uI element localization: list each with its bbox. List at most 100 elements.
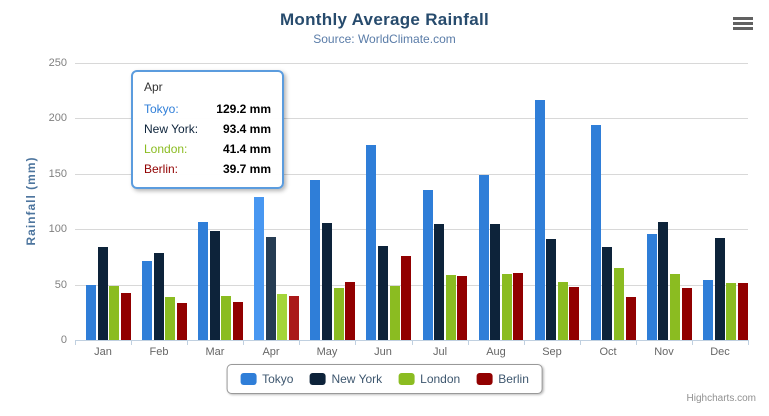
axis-tick xyxy=(468,340,469,345)
axis-tick xyxy=(131,340,132,345)
bar[interactable] xyxy=(479,175,489,340)
y-axis-label: 100 xyxy=(48,223,67,235)
bar[interactable] xyxy=(401,256,411,340)
bar[interactable] xyxy=(98,247,108,340)
tooltip-series-label: London: xyxy=(144,142,188,156)
bar[interactable] xyxy=(658,222,668,340)
x-axis-label: Dec xyxy=(710,346,730,358)
bar[interactable] xyxy=(322,223,332,340)
tooltip-series-value: 93.4 mm xyxy=(222,122,271,136)
bar[interactable] xyxy=(142,261,152,340)
bar[interactable] xyxy=(177,303,187,340)
bar[interactable] xyxy=(277,294,287,340)
x-axis-label: Sep xyxy=(542,346,562,358)
x-axis-label: Nov xyxy=(654,346,674,358)
tooltip-row: Berlin: 39.7 mm xyxy=(144,159,271,179)
x-axis-label: Oct xyxy=(599,346,617,358)
bar[interactable] xyxy=(289,296,299,340)
axis-tick xyxy=(299,340,300,345)
bar[interactable] xyxy=(457,276,467,340)
bar[interactable] xyxy=(715,238,725,340)
bar[interactable] xyxy=(513,273,523,340)
hamburger-icon xyxy=(733,22,753,25)
x-axis-label: Jun xyxy=(374,346,392,358)
bar[interactable] xyxy=(390,286,400,340)
tooltip: Apr Tokyo: 129.2 mm New York: 93.4 mm London… xyxy=(131,70,284,189)
y-axis-label: 250 xyxy=(48,57,67,69)
bar[interactable] xyxy=(434,224,444,340)
legend-swatch xyxy=(398,373,415,385)
bar[interactable] xyxy=(558,282,568,340)
bar[interactable] xyxy=(221,296,231,340)
bar[interactable] xyxy=(233,302,243,340)
legend-item-london[interactable]: London xyxy=(398,372,460,386)
hamburger-icon xyxy=(733,17,753,20)
bar[interactable] xyxy=(626,297,636,340)
x-axis-label: Mar xyxy=(205,346,225,358)
legend-item-tokyo[interactable]: Tokyo xyxy=(240,372,293,386)
bar[interactable] xyxy=(703,280,713,340)
bar[interactable] xyxy=(647,234,657,340)
axis-tick xyxy=(748,340,749,345)
x-axis-label: Jan xyxy=(94,346,112,358)
bar[interactable] xyxy=(86,285,96,340)
bar[interactable] xyxy=(334,288,344,340)
bar[interactable] xyxy=(366,145,376,340)
bar[interactable] xyxy=(121,293,131,340)
legend-item-new-york[interactable]: New York xyxy=(309,372,382,386)
chart-title: Monthly Average Rainfall xyxy=(279,10,490,29)
bar[interactable] xyxy=(670,274,680,340)
bar[interactable] xyxy=(726,283,736,340)
bar[interactable] xyxy=(254,197,264,340)
gridline xyxy=(75,118,748,119)
bar[interactable] xyxy=(345,282,355,340)
gridline xyxy=(75,63,748,64)
tooltip-series-value: 39.7 mm xyxy=(222,162,271,176)
bar[interactable] xyxy=(569,287,579,340)
legend-label: New York xyxy=(331,372,383,386)
bar[interactable] xyxy=(310,180,320,340)
plot-area xyxy=(75,63,748,340)
y-axis-label: 0 xyxy=(60,334,67,346)
context-menu-button[interactable] xyxy=(730,15,762,39)
bar[interactable] xyxy=(198,222,208,340)
x-axis-label: Feb xyxy=(149,346,169,358)
bar[interactable] xyxy=(109,286,119,340)
bar[interactable] xyxy=(738,283,748,340)
bar[interactable] xyxy=(682,288,692,340)
legend-swatch xyxy=(309,373,326,385)
bar[interactable] xyxy=(154,253,164,340)
x-axis-label: Aug xyxy=(486,346,506,358)
bar[interactable] xyxy=(446,275,456,340)
tooltip-series-label: Tokyo: xyxy=(144,102,179,116)
legend-label: London xyxy=(420,372,461,386)
x-axis-label: Jul xyxy=(432,346,448,358)
bar[interactable] xyxy=(378,246,388,340)
legend-label: Berlin xyxy=(498,372,529,386)
legend-item-berlin[interactable]: Berlin xyxy=(476,372,529,386)
bar[interactable] xyxy=(535,100,545,340)
bar[interactable] xyxy=(602,247,612,340)
axis-tick xyxy=(187,340,188,345)
legend-label: Tokyo xyxy=(262,372,294,386)
bar[interactable] xyxy=(546,239,556,340)
bar[interactable] xyxy=(502,274,512,340)
y-axis-label: 200 xyxy=(48,112,67,124)
y-axis-label: 150 xyxy=(48,168,67,180)
chart-subtitle: Source: WorldClimate.com xyxy=(313,32,456,46)
bar[interactable] xyxy=(614,268,624,340)
legend: Tokyo New York London Berlin xyxy=(226,364,543,394)
axis-tick xyxy=(243,340,244,345)
legend-swatch xyxy=(476,373,493,385)
bar[interactable] xyxy=(591,125,601,340)
bar[interactable] xyxy=(423,190,433,340)
bar[interactable] xyxy=(490,224,500,340)
axis-tick xyxy=(75,340,76,345)
bar[interactable] xyxy=(165,297,175,340)
x-axis-label: Apr xyxy=(262,346,280,358)
credits-link[interactable]: Highcharts.com xyxy=(686,393,756,404)
bar[interactable] xyxy=(210,231,220,340)
bar[interactable] xyxy=(266,237,276,340)
tooltip-title: Apr xyxy=(144,80,163,94)
